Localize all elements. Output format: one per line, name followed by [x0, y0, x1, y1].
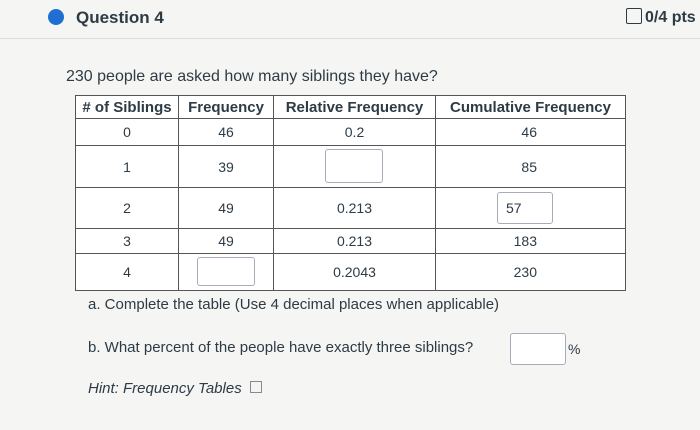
table-cell: 46	[178, 118, 274, 146]
table-cell: 4	[75, 253, 179, 291]
table-cell: 1	[75, 145, 179, 188]
table-cell: 85	[435, 145, 626, 188]
header-cell: # of Siblings	[75, 95, 179, 119]
question-text: 230 people are asked how many siblings t…	[66, 68, 438, 85]
table-cell: 49	[178, 228, 274, 254]
hint[interactable]: Hint: Frequency Tables	[88, 380, 262, 397]
answer-input[interactable]	[510, 333, 566, 365]
answer-input-filled[interactable]: 57	[497, 192, 553, 224]
hint-text[interactable]: Hint: Frequency Tables	[88, 380, 242, 397]
table-cell: 0	[75, 118, 179, 146]
points: 0/4 pts	[626, 8, 696, 27]
answer-input[interactable]	[196, 257, 255, 286]
table-cell: 0.213	[273, 228, 436, 254]
status-dot	[48, 9, 64, 25]
table-cell: 0.2	[273, 118, 436, 146]
table-cell: 3	[75, 228, 179, 254]
table-cell: 183	[435, 228, 626, 254]
table-cell: 49	[178, 187, 274, 229]
table-cell: 2	[75, 187, 179, 229]
link-icon	[249, 381, 262, 393]
question-title: Question 4	[76, 8, 164, 27]
points-text: 0/4 pts	[645, 9, 696, 26]
unit: %	[568, 341, 581, 357]
divider	[0, 38, 700, 39]
check-icon	[626, 8, 642, 24]
part-b: b. What percent of the people have exact…	[88, 339, 474, 356]
header-cell: Frequency	[178, 95, 274, 119]
header-cell: Relative Frequency	[273, 95, 436, 119]
table-cell: 230	[435, 253, 626, 291]
part-a: a. Complete the table (Use 4 decimal pla…	[88, 296, 500, 313]
table-cell: 39	[178, 145, 274, 188]
answer-input[interactable]	[325, 149, 383, 183]
table-cell: 46	[435, 118, 626, 146]
table-cell: 0.2043	[273, 253, 436, 291]
header-cell: Cumulative Frequency	[435, 95, 626, 119]
table-cell: 0.213	[273, 187, 436, 229]
